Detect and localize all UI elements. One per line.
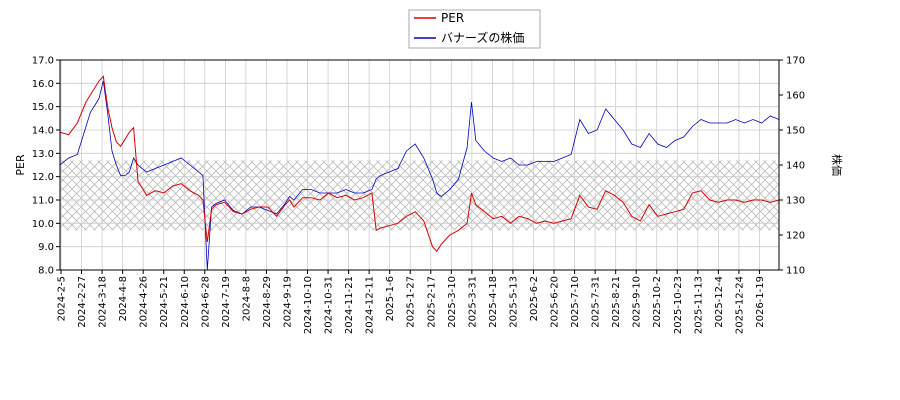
y-left-tick-label: 16.0 [32,79,54,90]
y-right-tick-label: 130 [786,196,805,207]
x-tick-label: 2024-5-21 [159,276,170,328]
legend-box [408,9,541,49]
series-line-price [60,80,779,270]
x-tick-label: 2025-8-21 [611,276,622,328]
y-right-tick-label: 160 [786,91,805,102]
y-left-tick-label: 14.0 [32,126,54,137]
x-tick-label: 2025-10-2 [652,276,663,328]
x-tick-label: 2024-4-8 [118,276,129,321]
x-tick-label: 2024-10-31 [324,276,335,334]
x-tick-label: 2024-7-19 [221,276,232,328]
x-tick-label: 2025-5-13 [508,276,519,328]
x-tick-label: 2024-11-21 [344,276,355,334]
x-tick-label: 2024-3-18 [98,276,109,328]
x-tick-label: 2024-12-11 [365,276,376,334]
x-tick-label: 2024-2-5 [57,276,68,321]
x-tick-label: 2025-10-23 [673,276,684,334]
x-tick-label: 2025-4-18 [488,276,499,328]
x-tick-label: 2025-12-24 [734,276,745,334]
x-tick-label: 2025-9-10 [632,276,643,328]
x-tick-label: 2025-11-13 [693,276,704,334]
y-left-tick-label: 8.0 [38,266,54,277]
y-left-tick-label: 10.0 [32,219,54,230]
x-tick-label: 2025-7-10 [570,276,581,328]
y-left-tick-label: 9.0 [38,242,54,253]
x-tick-label: 2025-6-20 [550,276,561,328]
y-left-ticks: 8.0 9.0 10.0 11.0 12.0 13.0 14.0 15.0 16.0 17.0 [32,56,60,277]
x-tick-label: 2024-6-10 [180,276,191,328]
y-left-tick-label: 13.0 [32,149,54,160]
x-tick-label: 2024-8-29 [262,276,273,328]
y-left-tick-label: 11.0 [32,196,54,207]
y-right-tick-label: 110 [786,266,805,277]
x-tick-label: 2024-10-10 [303,276,314,334]
y-left-tick-label: 12.0 [32,172,54,183]
y-left-label: PER [14,154,27,176]
series-line-per [60,75,779,253]
shaded-band [60,160,779,231]
x-tick-label: 2024-4-26 [139,276,150,328]
y-right-label: 株価 [830,154,844,176]
x-tick-label: 2025-3-31 [467,276,478,328]
x-tick-label: 2025-1-6 [385,276,396,321]
x-tick-label: 2025-6-2 [529,276,540,321]
x-tick-label: 2026-1-19 [755,276,766,328]
x-tick-label: 2024-9-19 [282,276,293,328]
y-left-tick-label: 17.0 [32,56,54,67]
y-left-tick-label: 15.0 [32,102,54,113]
y-right-tick-label: 150 [786,126,805,137]
x-tick-label: 2025-3-10 [447,276,458,328]
x-tick-label: 2024-2-27 [77,276,88,328]
x-tick-label: 2025-2-17 [426,276,437,328]
y-right-tick-label: 140 [786,161,805,172]
legend-label-price: バナーズの株価 [441,30,524,45]
x-tick-label: 2025-12-4 [714,276,725,328]
x-tick-label: 2025-1-27 [406,276,417,328]
y-right-ticks: 110 120 130 140 150 160 170 [779,56,805,277]
x-ticks: 2024-2-5 2024-2-27 2024-3-18 2024-4-8 2024-4… [57,270,766,334]
x-tick-label: 2025-7-31 [591,276,602,328]
legend-label-per: PER [441,11,464,25]
y-right-tick-label: 120 [786,231,805,242]
legend: PER バナーズの株価 [408,9,541,49]
y-right-tick-label: 170 [786,56,805,67]
x-tick-label: 2024-8-8 [241,276,252,321]
x-tick-label: 2024-6-28 [200,276,211,328]
